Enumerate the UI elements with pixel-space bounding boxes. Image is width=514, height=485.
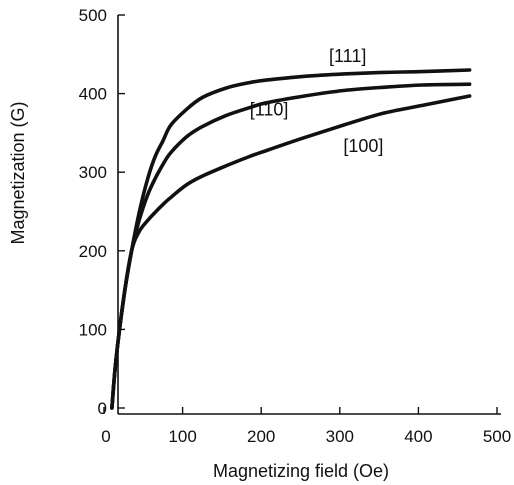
y-axis-label: Magnetization (G): [8, 101, 28, 244]
series-label-0: [111]: [329, 46, 366, 66]
x-tick-label: 200: [247, 427, 275, 446]
y-tick-label: 400: [79, 85, 107, 104]
series-line-2: [110, 94, 472, 410]
x-tick-label: 100: [168, 427, 196, 446]
x-tick-label: 400: [404, 427, 432, 446]
y-tick-label: 200: [79, 242, 107, 261]
series-label-2: [100]: [343, 136, 383, 156]
series-line-0: [110, 68, 472, 410]
series-label-1: [110]: [250, 100, 289, 120]
series-labels: [111] [110] [100]: [250, 46, 384, 156]
x-tick-label: 300: [326, 427, 354, 446]
y-tick-label: 500: [79, 6, 107, 25]
y-tick-label: 100: [79, 320, 107, 339]
x-tick-label: 500: [483, 427, 511, 446]
x-axis-label: Magnetizing field (Oe): [213, 461, 389, 481]
y-tick-label: 0: [98, 399, 107, 418]
curves: [110, 68, 472, 410]
ticks: 0 100 200 300 400 500 0 100 200 300 400 500: [79, 6, 512, 446]
x-tick-label: 0: [101, 427, 110, 446]
y-tick-label: 300: [79, 163, 107, 182]
